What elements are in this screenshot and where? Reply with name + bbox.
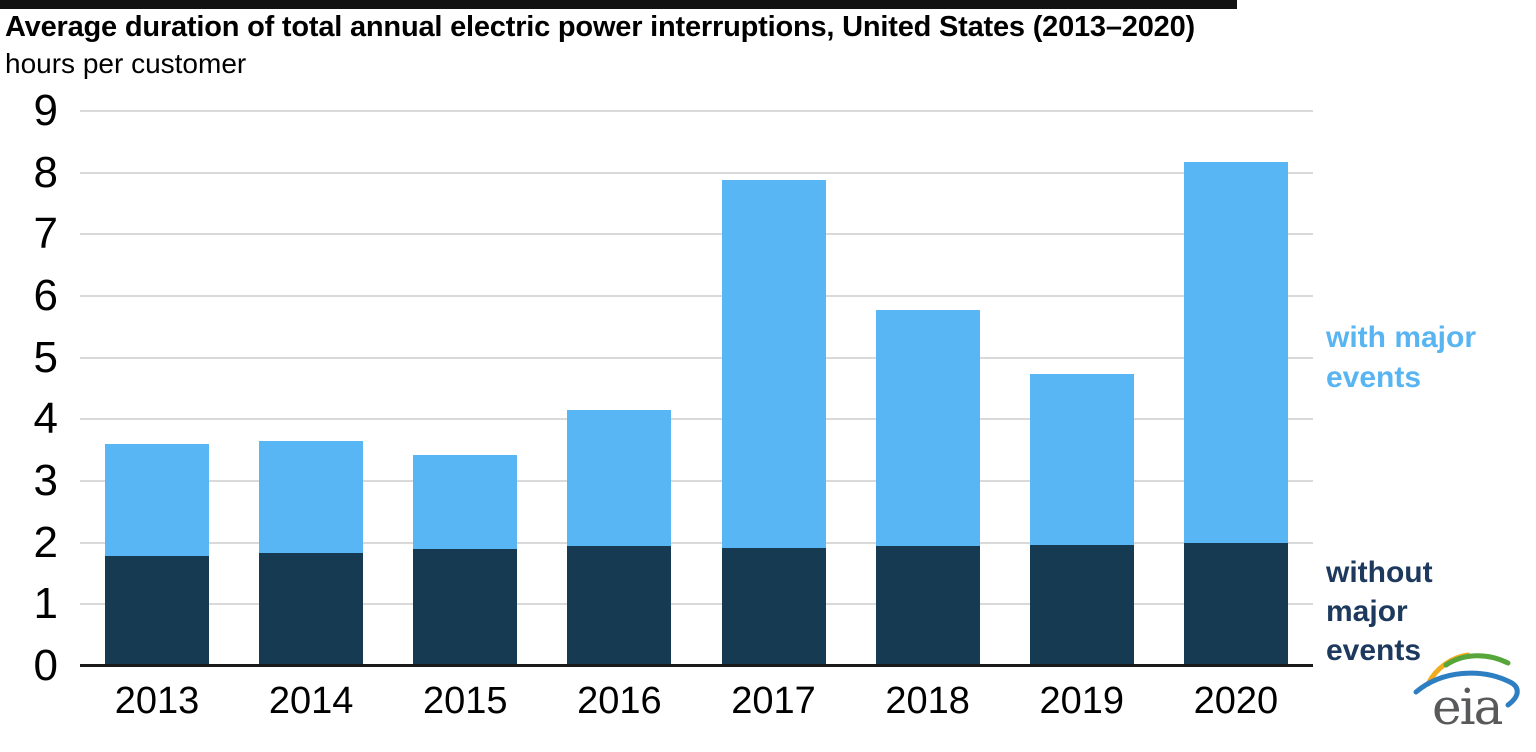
x-axis-tick-label: 2014 [268,680,354,722]
bar-with-major-events [1029,373,1134,545]
y-axis-tick-label: 0 [33,641,58,690]
legend-without-major-events: without major events [1326,556,1433,667]
x-axis-tick-label: 2016 [577,680,662,722]
bar-without-major-events [413,548,518,666]
x-axis-tick-label: 2015 [423,680,508,722]
eia-logo: eia [1412,644,1530,738]
gridline [80,110,1313,112]
y-axis-tick-label: 8 [33,147,58,197]
legend-with-major-events: with major events [1326,321,1477,394]
x-axis-tick-label: 2017 [731,680,816,722]
gridline [80,541,1313,544]
bar-without-major-events [259,552,364,666]
bar-with-major-events [567,410,672,546]
gridline [80,603,1313,606]
gridline [80,356,1313,359]
gridline [80,295,1313,297]
bar-with-major-events [413,455,518,549]
x-axis-tick-label: 2019 [1039,680,1125,722]
gridline [80,480,1313,482]
x-axis-tick-label: 2018 [885,680,970,722]
gridline [80,233,1313,236]
chart-header: Average duration of total annual electri… [5,10,1195,80]
y-axis-tick-label: 5 [33,332,58,382]
bar-with-major-events [1183,161,1288,544]
gridline [80,171,1313,174]
y-axis-tick-label: 1 [33,579,58,629]
chart-subtitle: hours per customer [5,48,247,79]
bar-with-major-events [721,180,826,549]
top-border-bar [0,0,1237,9]
bar-without-major-events [1183,543,1288,666]
logo-wordmark: eia [1432,678,1503,736]
y-axis-tick-label: 9 [33,86,58,135]
bar-with-major-events [105,444,210,557]
x-axis-line [80,664,1313,667]
bar-with-major-events [259,440,364,553]
x-axis-tick-label: 2013 [114,680,200,722]
y-axis-tick-label: 3 [33,456,58,505]
bar-without-major-events [875,545,980,666]
logo-blue-swoosh [1413,670,1520,708]
bar-without-major-events [567,545,672,666]
y-axis-tick-label: 2 [33,517,58,567]
gridline [80,418,1313,421]
bar-without-major-events [721,548,826,666]
chart-title: Average duration of total annual electri… [5,11,1195,43]
bar-without-major-events [105,556,210,666]
y-axis-tick-label: 7 [33,209,58,259]
bar-with-major-events [875,310,980,546]
x-axis-tick-label: 2020 [1193,680,1279,722]
bar-without-major-events [1029,544,1134,666]
y-axis-tick-label: 6 [33,271,58,320]
y-axis-tick-label: 4 [33,394,58,444]
logo-green-swoosh [1443,653,1511,668]
